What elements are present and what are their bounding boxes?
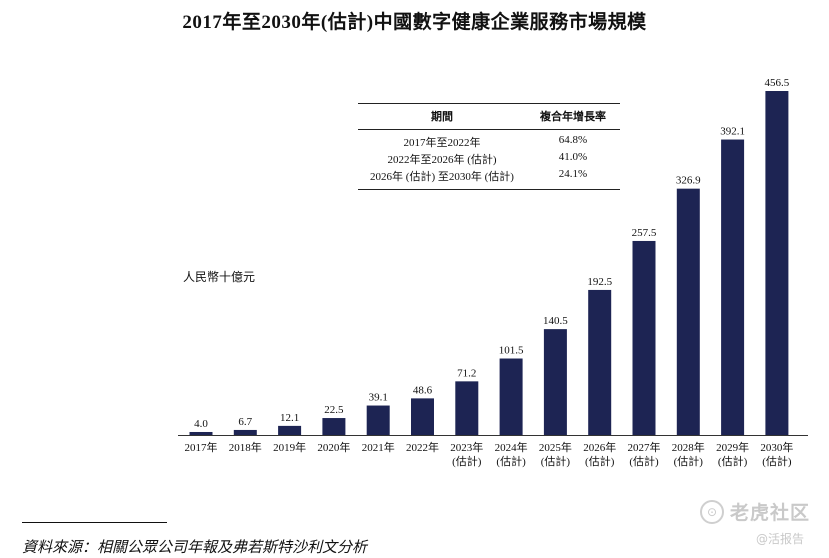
bar	[632, 240, 656, 435]
x-tick-label: 2025年	[539, 440, 572, 454]
x-tick-label: 2019年	[273, 440, 306, 454]
x-tick-label: 2028年	[672, 440, 705, 454]
cagr-row: 2017年至2022年 64.8%	[358, 133, 620, 150]
watermark-handle: @活报告	[756, 532, 805, 546]
bar	[189, 431, 213, 435]
x-tick-label: 2024年	[495, 440, 528, 454]
source-divider	[22, 522, 167, 523]
x-tick-label: 2029年	[716, 440, 749, 454]
x-tick-label: 2018年	[229, 440, 262, 454]
bar	[499, 358, 523, 435]
bar	[366, 405, 390, 435]
cagr-rate: 64.8%	[558, 133, 588, 146]
bar	[543, 329, 567, 435]
watermark-brand: 老虎社区	[730, 502, 811, 524]
x-tick-label: 2026年	[583, 440, 616, 454]
cagr-rate: 24.1%	[558, 167, 588, 180]
cagr-period: 2026年 (估計) 至2030年 (估計)	[370, 170, 514, 183]
cagr-row: 2022年至2026年 (估計) 41.0%	[358, 150, 620, 167]
bar-value-label: 6.7	[238, 416, 252, 428]
x-tick-label: 2017年	[185, 440, 218, 454]
bar-value-label: 140.5	[543, 315, 568, 327]
x-tick-label: 2020年	[317, 440, 350, 454]
source-note: 資料來源：相關公眾公司年報及弗若斯特沙利文分析	[22, 540, 368, 556]
cagr-header-rate: 複合年增長率	[540, 111, 606, 123]
bar-value-label: 192.5	[587, 276, 612, 288]
bar	[411, 398, 434, 435]
bar-value-label: 22.5	[324, 404, 344, 416]
bar	[588, 289, 612, 435]
bar-value-label: 326.9	[676, 175, 701, 187]
cagr-period: 2017年至2022年	[403, 136, 481, 149]
x-tick-label: (估計)	[762, 454, 792, 468]
x-tick-label: (估計)	[718, 454, 748, 468]
cagr-period: 2022年至2026年 (估計)	[387, 153, 497, 166]
bar-value-label: 39.1	[369, 392, 388, 404]
bar	[721, 139, 745, 436]
bar	[765, 91, 789, 435]
bar-value-label: 71.2	[457, 367, 476, 379]
x-tick-label: (估計)	[452, 454, 482, 468]
x-tick-label: 2030年	[760, 440, 793, 454]
bar	[322, 418, 346, 435]
bar-value-label: 456.5	[765, 77, 790, 89]
cagr-table: 期間 複合年增長率 2017年至2022年 64.8% 2022年至2026年 …	[358, 103, 620, 190]
bar	[278, 425, 302, 435]
cagr-header-period: 期間	[431, 111, 453, 123]
x-tick-label: (估計)	[541, 454, 571, 468]
bar-value-label: 392.1	[720, 126, 745, 138]
bar	[455, 381, 479, 435]
x-tick-label: 2022年	[406, 440, 439, 454]
bar	[233, 429, 257, 435]
bar-value-label: 257.5	[632, 227, 657, 239]
bar	[676, 188, 700, 435]
cagr-row: 2026年 (估計) 至2030年 (估計) 24.1%	[358, 167, 620, 184]
cagr-table-header: 期間 複合年增長率	[358, 104, 620, 130]
bar-value-label: 4.0	[194, 418, 208, 430]
x-tick-label: (估計)	[585, 454, 615, 468]
x-tick-label: 2027年	[628, 440, 661, 454]
cagr-rate: 41.0%	[558, 150, 588, 163]
x-tick-label: 2023年	[450, 440, 483, 454]
y-axis-unit-label: 人民幣十億元	[183, 270, 256, 284]
bar-value-label: 48.6	[413, 384, 433, 396]
x-tick-label: 2021年	[362, 440, 395, 454]
x-tick-label: (估計)	[674, 454, 704, 468]
chart-title: 2017年至2030年(估計)中國數字健康企業服務市場規模	[182, 12, 647, 33]
watermark-logo-icon: ⊙	[700, 500, 724, 524]
x-tick-label: (估計)	[496, 454, 526, 468]
bar-value-label: 101.5	[499, 345, 524, 357]
x-tick-label: (估計)	[629, 454, 659, 468]
watermark: ⊙ 老虎社区 @活报告	[700, 498, 825, 554]
bar-value-label: 12.1	[280, 412, 299, 424]
